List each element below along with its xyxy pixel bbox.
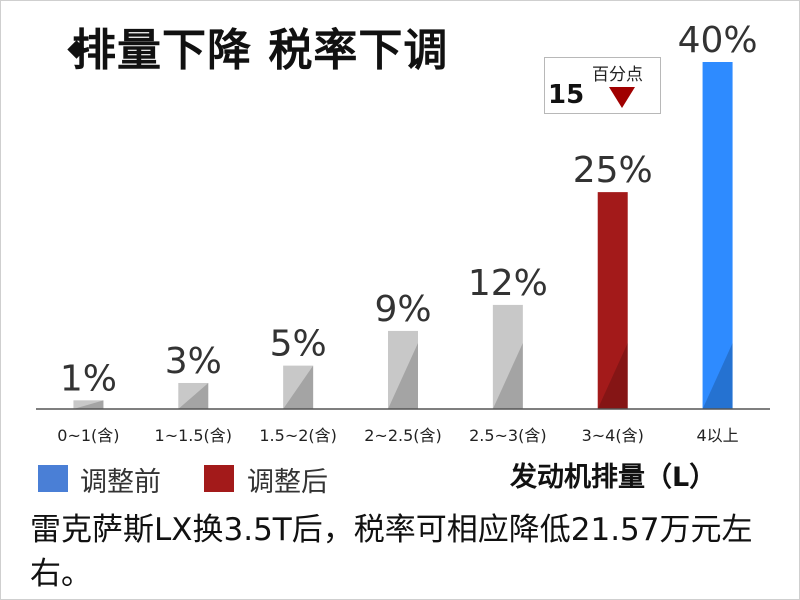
- x-tick-label-0: 0~1(含): [57, 426, 119, 445]
- bar-value-label-5: 25%: [573, 150, 653, 191]
- x-tick-label-6: 4以上: [696, 426, 738, 445]
- down-arrow-icon: [609, 87, 635, 108]
- bar-shade-2: [283, 365, 314, 409]
- bar-3: [388, 330, 418, 409]
- bar-4: [492, 304, 523, 409]
- bar-value-label-0: 1%: [60, 358, 117, 399]
- x-tick-label-5: 3~4(含): [582, 426, 644, 445]
- decrease-unit: 百分点: [592, 65, 643, 85]
- decrease-value: 15: [548, 80, 585, 110]
- bar-shade-5: [597, 343, 628, 409]
- bar-value-label-2: 5%: [270, 324, 327, 365]
- decrease-callout: [544, 57, 661, 114]
- bar-0: [73, 400, 104, 409]
- bar-5: [597, 192, 628, 409]
- bar-6: [702, 62, 733, 409]
- bar-2: [283, 365, 314, 409]
- x-tick-label-4: 2.5~3(含): [469, 426, 547, 445]
- bar-value-label-3: 9%: [374, 289, 431, 330]
- legend-swatch-after: [204, 465, 234, 492]
- bar-shade-3: [388, 343, 418, 409]
- bar-value-label-4: 12%: [468, 263, 548, 304]
- legend-swatch-before: [38, 465, 68, 492]
- bar-value-label-1: 3%: [165, 341, 222, 382]
- x-axis-title: 发动机排量（L）: [510, 462, 717, 493]
- bar-shade-4: [492, 343, 523, 409]
- legend-label-after: 调整后: [247, 467, 328, 498]
- x-tick-label-1: 1~1.5(含): [155, 426, 233, 445]
- x-tick-label-2: 1.5~2(含): [259, 426, 337, 445]
- bar-1: [178, 382, 209, 409]
- x-tick-label-3: 2~2.5(含): [364, 426, 442, 445]
- chart-title: 排量下降 税率下调: [72, 25, 449, 76]
- bar-shade-1: [178, 382, 209, 409]
- bar-value-label-6: 40%: [678, 20, 758, 61]
- bar-shade-6: [702, 343, 733, 409]
- caption-text: 雷克萨斯LX换3.5T后，税率可相应降低21.57万元左右。: [30, 512, 753, 592]
- legend-label-before: 调整前: [80, 467, 161, 498]
- bar-shade-0: [73, 400, 104, 409]
